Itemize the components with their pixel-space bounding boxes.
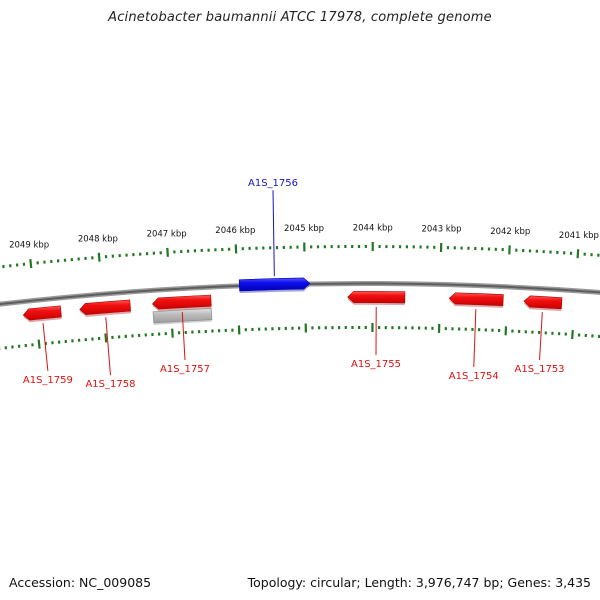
- gene-arrow-a1s-1753[interactable]: [523, 295, 563, 310]
- major-tick: [171, 328, 174, 338]
- scale-label: 2042 kbp: [490, 227, 530, 237]
- scale-label: 2043 kbp: [421, 224, 461, 234]
- gene-labels: A1S_1759 A1S_1758 A1S_1757 A1S_1756 A1S_1755…: [23, 178, 565, 390]
- scale-label: 2049 kbp: [9, 241, 49, 251]
- major-tick: [37, 339, 41, 349]
- gene-arrow-a1s-1755[interactable]: [347, 291, 406, 304]
- scale-ticks: 2049 kbp 2048 kbp 2047 kbp 2046 kbp 2045 kbp…: [0, 224, 600, 350]
- gene-leader-line: [539, 312, 543, 361]
- gene-leader-line: [272, 190, 275, 277]
- scale-label: 2048 kbp: [78, 234, 118, 244]
- gene-leader-line: [473, 309, 477, 368]
- major-tick: [166, 247, 169, 257]
- gene-label[interactable]: A1S_1753: [515, 364, 565, 375]
- genome-title: Acinetobacter baumannii ATCC 17978, comp…: [108, 10, 492, 25]
- major-tick: [571, 329, 574, 340]
- genome-summary: Topology: circular; Length: 3,976,747 bp…: [247, 575, 591, 590]
- gene-leader-line: [181, 312, 186, 361]
- gene-arrow-a1s-1757[interactable]: [152, 294, 212, 310]
- gene-label[interactable]: A1S_1754: [449, 371, 499, 382]
- gene-label[interactable]: A1S_1756: [248, 178, 298, 189]
- accession-label: Accession: NC_009085: [9, 575, 152, 590]
- scale-label: 2044 kbp: [353, 224, 393, 234]
- scale-label: 2045 kbp: [284, 224, 324, 234]
- major-tick: [104, 333, 108, 343]
- gene-leader-line: [105, 317, 111, 376]
- gene-label[interactable]: A1S_1755: [351, 359, 401, 370]
- major-tick: [97, 252, 101, 262]
- major-tick: [29, 258, 33, 269]
- gene-arrow-a1s-1758[interactable]: [79, 299, 131, 315]
- gene-arrow-a1s-1759[interactable]: [22, 305, 62, 321]
- gene-leader-line: [42, 323, 49, 371]
- scale-label: 2047 kbp: [147, 229, 187, 239]
- gene-label[interactable]: A1S_1759: [23, 375, 73, 386]
- gene-arrow-a1s-1756[interactable]: [238, 277, 311, 292]
- gene-arrow-a1s-1754[interactable]: [448, 292, 504, 307]
- scale-label: 2046 kbp: [215, 226, 255, 236]
- scale-label: 2041 kbp: [559, 231, 599, 241]
- gene-label[interactable]: A1S_1758: [85, 379, 135, 390]
- major-tick: [576, 249, 580, 259]
- gene-label[interactable]: A1S_1757: [160, 364, 210, 375]
